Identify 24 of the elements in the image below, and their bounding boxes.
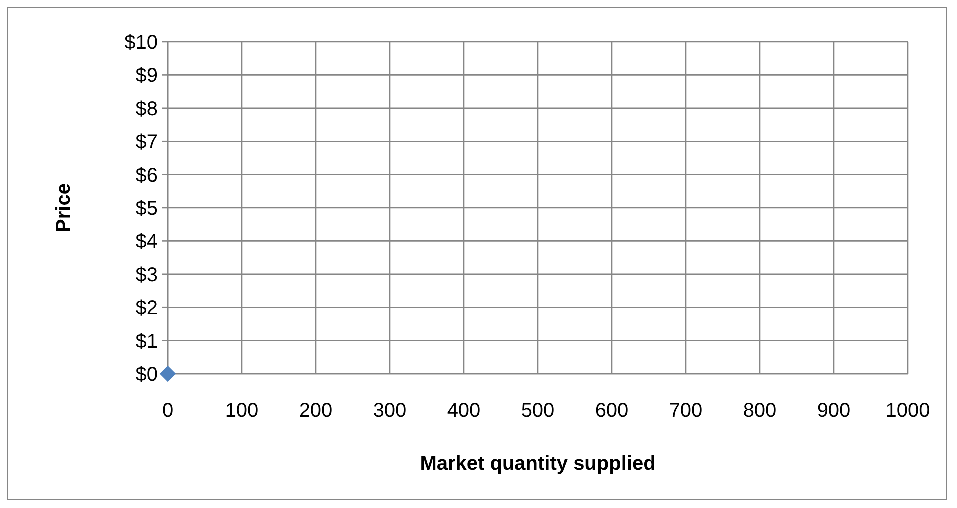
x-tick-label: 300 bbox=[373, 400, 407, 422]
y-tick-label: $7 bbox=[136, 132, 158, 154]
x-tick-label: 0 bbox=[162, 400, 174, 422]
y-tick-label: $4 bbox=[136, 231, 158, 254]
x-tick-label: 200 bbox=[299, 400, 333, 422]
x-tick-label: 1000 bbox=[886, 400, 930, 422]
y-tick-label: $8 bbox=[136, 98, 158, 120]
x-tick-label: 400 bbox=[447, 400, 481, 422]
y-tick-label: $1 bbox=[136, 330, 158, 353]
y-tick-label: $5 bbox=[136, 198, 158, 220]
y-tick-label: $0 bbox=[136, 364, 158, 386]
x-tick-label: 700 bbox=[669, 400, 703, 422]
x-tick-label: 100 bbox=[225, 400, 259, 422]
y-tick-label: $2 bbox=[136, 298, 158, 320]
x-tick-label: 500 bbox=[521, 400, 555, 422]
y-tick-label: $10 bbox=[124, 32, 158, 54]
y-tick-label: $6 bbox=[136, 164, 158, 187]
x-axis-title: Market quantity supplied bbox=[420, 453, 656, 475]
y-tick-label: $3 bbox=[136, 264, 158, 286]
x-tick-label: 900 bbox=[817, 400, 851, 422]
y-axis-title: Price bbox=[53, 184, 75, 232]
x-tick-label: 600 bbox=[595, 400, 629, 422]
y-tick-label: $9 bbox=[136, 65, 158, 88]
x-tick-label: 800 bbox=[743, 400, 777, 422]
